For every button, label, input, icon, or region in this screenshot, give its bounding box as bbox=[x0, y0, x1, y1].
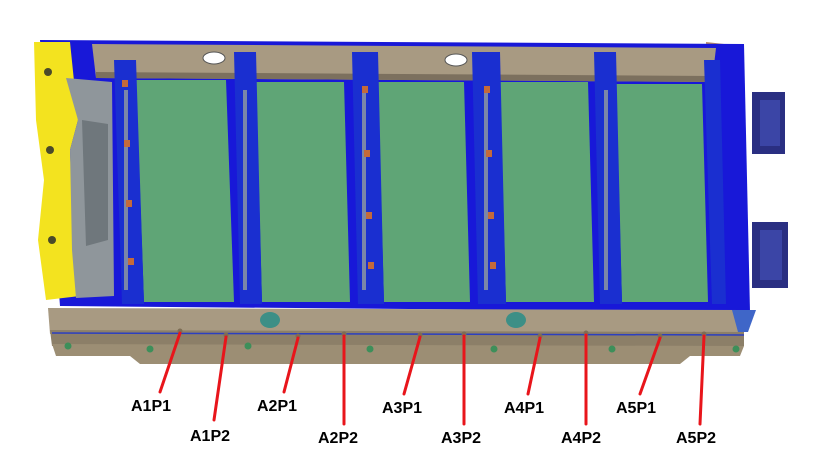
pointer-a4p1 bbox=[526, 336, 542, 396]
pointer-a1p1 bbox=[158, 331, 182, 394]
pointer-a5p1 bbox=[638, 336, 662, 396]
right-mount-brackets bbox=[752, 92, 788, 288]
label-a1p2: A1P2 bbox=[190, 428, 231, 445]
pointer-a1p2 bbox=[212, 335, 228, 422]
label-a2p2: A2P2 bbox=[318, 430, 359, 447]
beam-bolts bbox=[122, 80, 496, 269]
top-rail bbox=[92, 44, 716, 82]
pointer-a3p1 bbox=[402, 335, 422, 396]
label-a3p1: A3P1 bbox=[382, 400, 423, 417]
label-a4p1: A4P1 bbox=[504, 400, 545, 417]
label-a4p2: A4P2 bbox=[561, 430, 602, 447]
cross-beams bbox=[114, 52, 726, 304]
label-a2p1: A2P1 bbox=[257, 398, 298, 415]
label-a3p2: A3P2 bbox=[441, 430, 482, 447]
pointer-lines bbox=[158, 331, 706, 426]
label-a5p2: A5P2 bbox=[676, 430, 717, 447]
bottom-rail bbox=[48, 308, 756, 364]
pointer-a2p1 bbox=[282, 336, 300, 394]
cell-modules bbox=[136, 80, 708, 302]
rail-feet bbox=[64, 342, 740, 353]
pointer-a5p2 bbox=[698, 334, 706, 426]
label-a1p1: A1P1 bbox=[131, 398, 172, 415]
label-a5p1: A5P1 bbox=[616, 400, 657, 417]
left-end-plate bbox=[34, 42, 114, 300]
